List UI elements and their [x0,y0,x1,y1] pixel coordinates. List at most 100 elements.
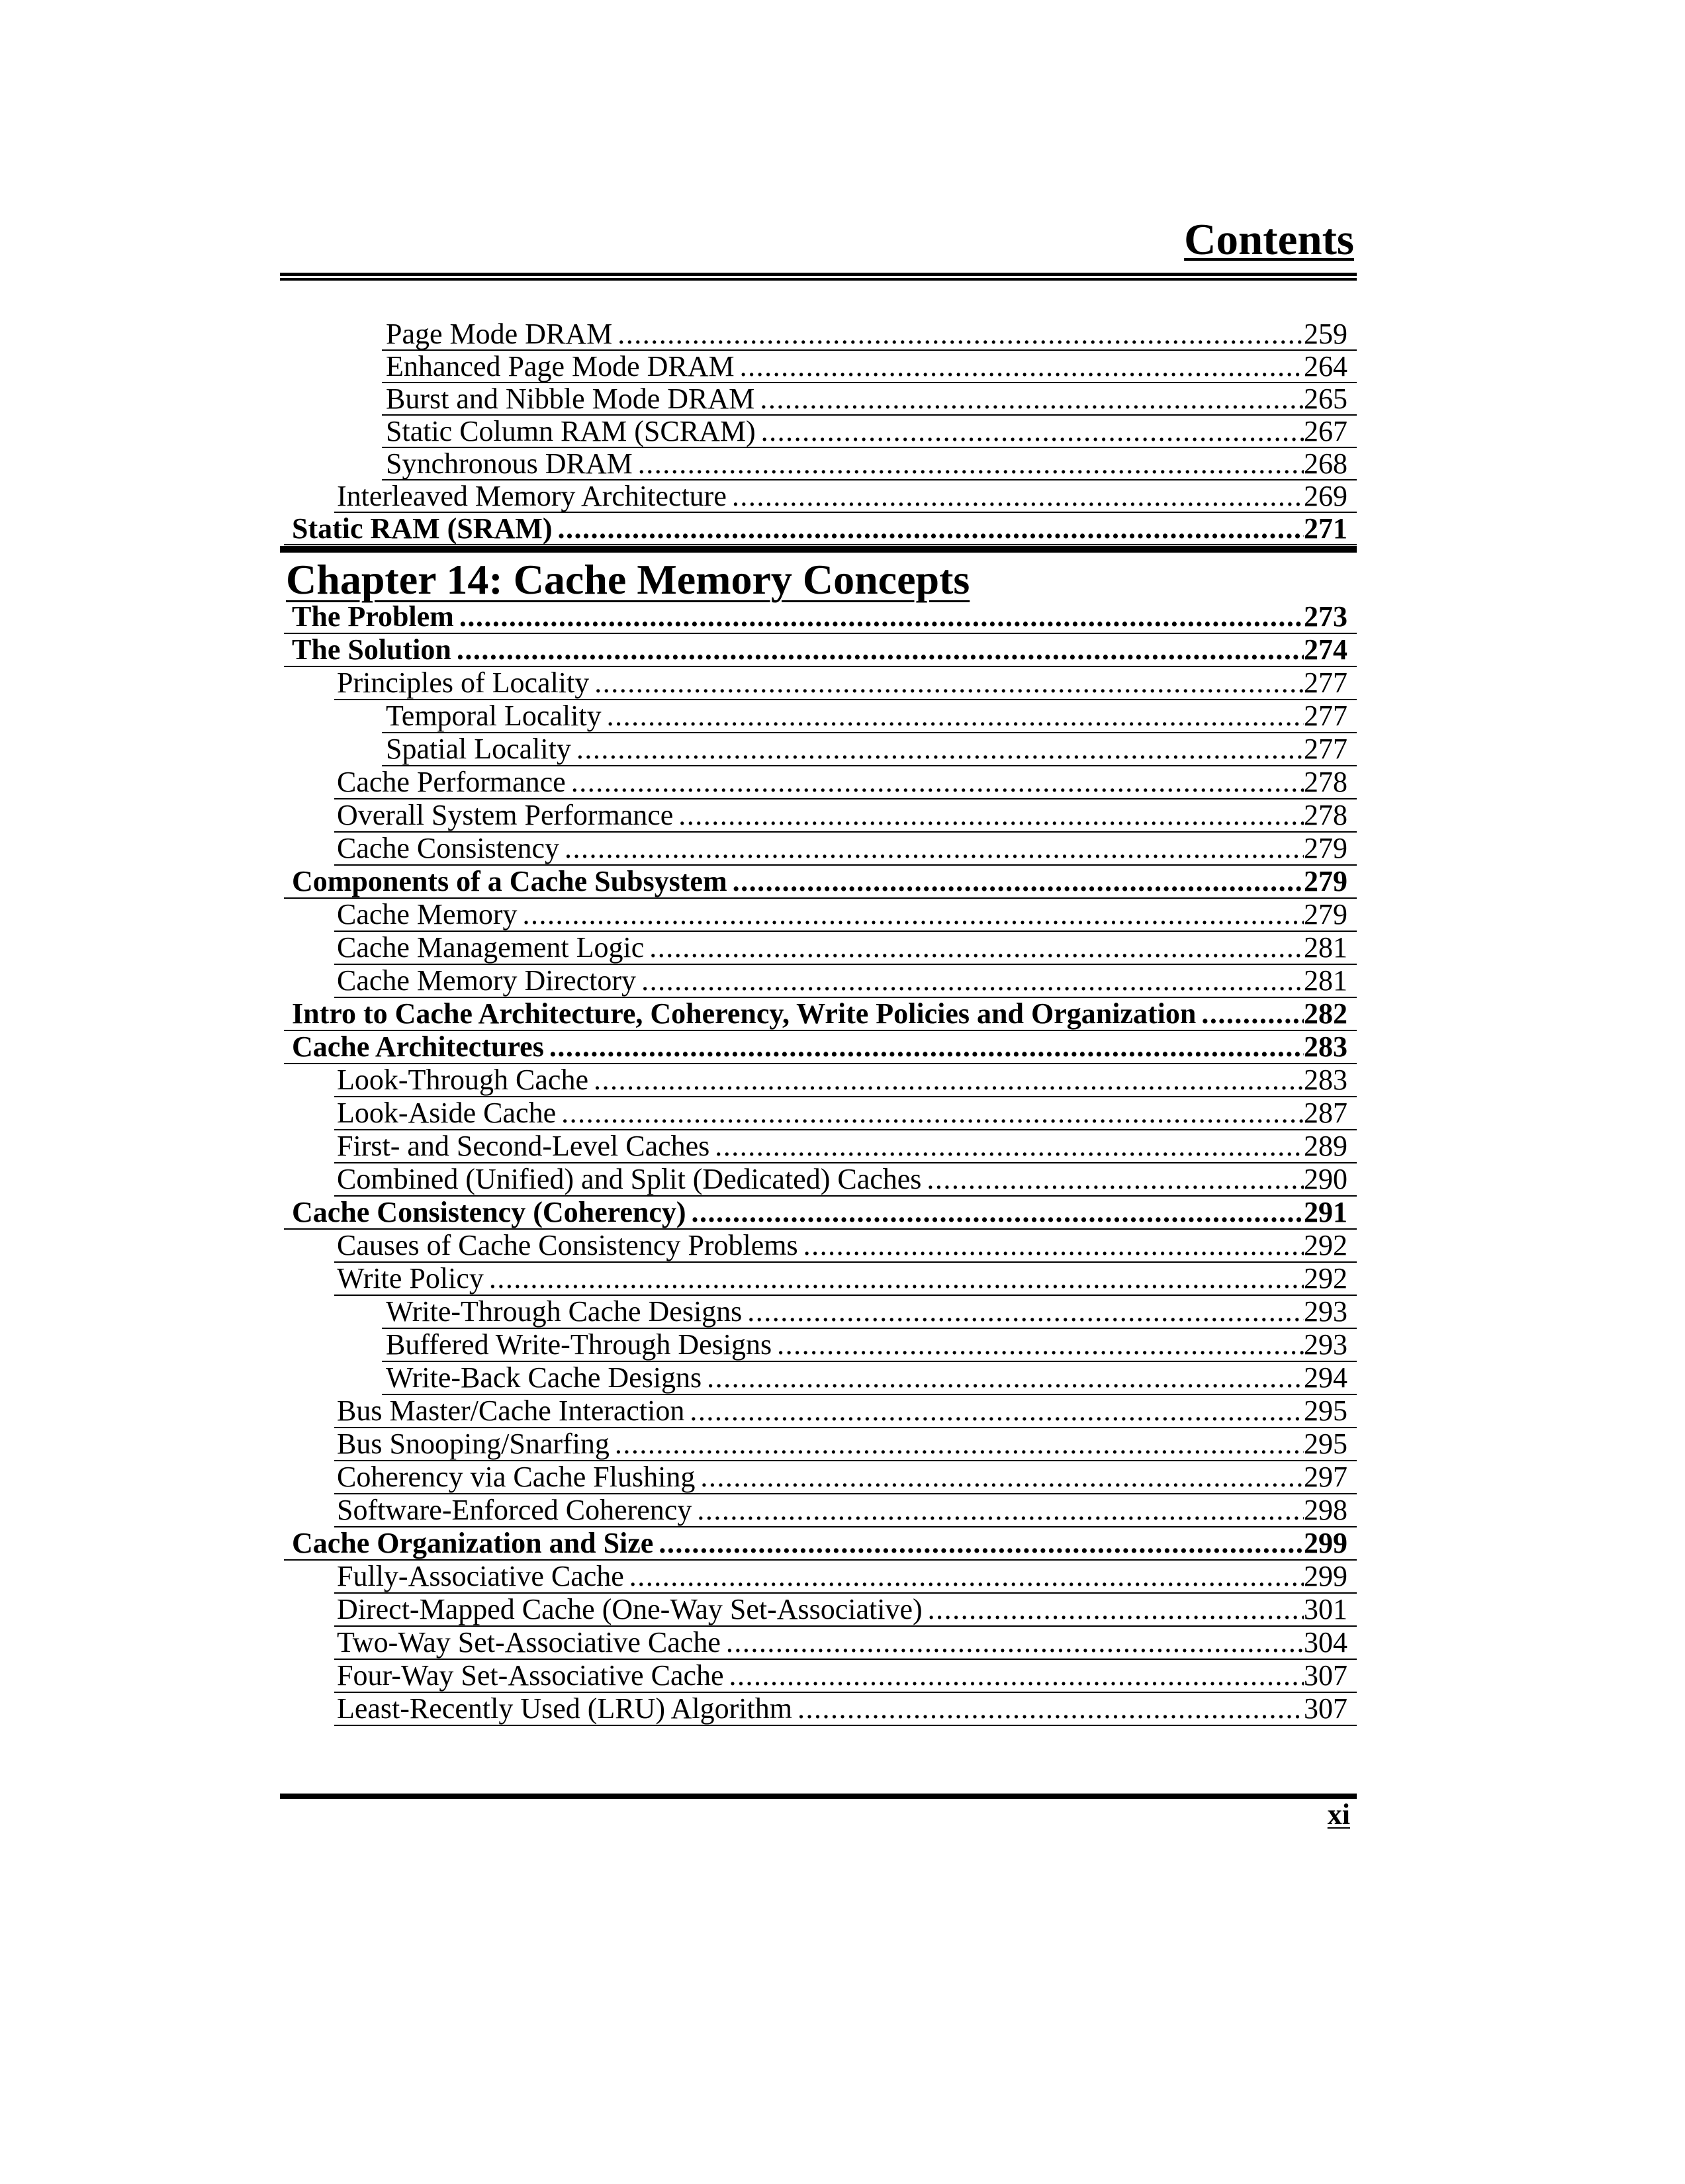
toc-page-number: 264 [1304,351,1347,383]
page-title: Contents [1184,215,1354,264]
toc-row[interactable]: Intro to Cache Architecture, Coherency, … [284,998,1357,1031]
toc-page-number: 283 [1304,1031,1347,1063]
toc-entry-title: Cache Memory [337,899,518,931]
toc-dot-leader: ........................................… [594,667,1304,699]
toc-page-number: 298 [1304,1494,1347,1526]
toc-page-number: 271 [1304,513,1347,545]
toc-dot-leader: ........................................… [732,866,1304,897]
toc-row[interactable]: Buffered Write-Through Designs..........… [382,1329,1357,1362]
toc-entry-title: Temporal Locality [386,700,602,732]
toc-page-number: 297 [1304,1461,1347,1493]
toc-row[interactable]: Cache Organization and Size.............… [284,1527,1357,1561]
toc-dot-leader: ........................................… [488,1263,1304,1295]
chapter-heading-link[interactable]: Chapter 14: Cache Memory Concepts [286,556,970,603]
toc-entry-title: Burst and Nibble Mode DRAM [386,383,755,415]
toc-row[interactable]: Temporal Locality.......................… [382,700,1357,733]
toc-entry-title: Look-Aside Cache [337,1097,557,1129]
toc-row[interactable]: The Problem.............................… [284,601,1357,634]
toc-page-number: 289 [1304,1130,1347,1162]
toc-entry-title: Least-Recently Used (LRU) Algorithm [337,1693,792,1725]
toc-entry-title: Overall System Performance [337,799,674,831]
toc-section-top: Page Mode DRAM..........................… [280,318,1357,545]
toc-row[interactable]: Bus Snooping/Snarfing...................… [334,1428,1357,1461]
toc-row[interactable]: Cache Management Logic..................… [334,932,1357,965]
toc-row[interactable]: Static Column RAM (SCRAM)...............… [382,416,1357,448]
toc-page-number: 301 [1304,1594,1347,1625]
toc-row[interactable]: Write Policy............................… [334,1263,1357,1296]
toc-page-number: 278 [1304,799,1347,831]
toc-row[interactable]: Cache Architectures.....................… [284,1031,1357,1064]
toc-dot-leader: ........................................… [707,1362,1304,1394]
toc-row[interactable]: Four-Way Set-Associative Cache..........… [334,1660,1357,1693]
toc-row[interactable]: Write-Back Cache Designs................… [382,1362,1357,1395]
toc-entry-title: Page Mode DRAM [386,318,613,350]
toc-row[interactable]: Enhanced Page Mode DRAM.................… [382,351,1357,383]
toc-dot-leader: ........................................… [731,480,1304,512]
toc-row[interactable]: Principles of Locality..................… [334,667,1357,700]
toc-dot-leader: ........................................… [927,1163,1304,1195]
toc-dot-leader: ........................................… [797,1693,1304,1725]
toc-dot-leader: ........................................… [700,1461,1304,1493]
toc-dot-leader: ........................................… [803,1230,1304,1261]
toc-page-number: 281 [1304,965,1347,997]
toc-page-number: 307 [1304,1660,1347,1692]
toc-row[interactable]: Look-Aside Cache........................… [334,1097,1357,1130]
section-divider-bar [280,546,1357,553]
toc-row[interactable]: Components of a Cache Subsystem.........… [284,866,1357,899]
toc-page-number: 283 [1304,1064,1347,1096]
toc-row[interactable]: Combined (Unified) and Split (Dedicated)… [334,1163,1357,1197]
toc-page-number: 287 [1304,1097,1347,1129]
toc-row[interactable]: Software-Enforced Coherency.............… [334,1494,1357,1527]
toc-row[interactable]: Spatial Locality........................… [382,733,1357,766]
toc-dot-leader: ........................................… [715,1130,1304,1162]
toc-dot-leader: ........................................… [570,766,1304,798]
toc-row[interactable]: Coherency via Cache Flushing............… [334,1461,1357,1494]
toc-row[interactable]: The Solution............................… [284,634,1357,667]
toc-row[interactable]: Interleaved Memory Architecture.........… [334,480,1357,513]
toc-dot-leader: ........................................… [557,513,1304,544]
toc-row[interactable]: Cache Memory Directory..................… [334,965,1357,998]
toc-row[interactable]: Synchronous DRAM........................… [382,448,1357,480]
toc-row[interactable]: Look-Through Cache......................… [334,1064,1357,1097]
toc-row[interactable]: Write-Through Cache Designs.............… [382,1296,1357,1329]
toc-row[interactable]: Overall System Performance..............… [334,799,1357,833]
toc-entry-title: Components of a Cache Subsystem [292,866,727,897]
toc-dot-leader: ........................................… [522,899,1304,931]
toc-section-chapter: The Problem.............................… [280,601,1357,1726]
toc-dot-leader: ........................................… [760,383,1304,414]
toc-entry-title: Interleaved Memory Architecture [337,480,727,512]
toc-row[interactable]: Cache Memory............................… [334,899,1357,932]
toc-page-number: 269 [1304,480,1347,512]
toc-dot-leader: ........................................… [678,799,1304,831]
toc-row[interactable]: Least-Recently Used (LRU) Algorithm.....… [334,1693,1357,1726]
toc-page-number: 274 [1304,634,1347,666]
toc-dot-leader: ........................................… [565,833,1304,864]
toc-page-number: 304 [1304,1627,1347,1659]
toc-row[interactable]: Cache Consistency (Coherency)...........… [284,1197,1357,1230]
toc-row[interactable]: Cache Performance.......................… [334,766,1357,799]
toc-entry-title: Buffered Write-Through Designs [386,1329,772,1361]
toc-row[interactable]: Page Mode DRAM..........................… [382,318,1357,351]
toc-dot-leader: ........................................… [649,932,1304,964]
footer-rule [280,1794,1357,1799]
toc-dot-leader: ........................................… [739,351,1304,382]
toc-entry-title: The Solution [292,634,451,666]
toc-page-number: 279 [1304,833,1347,864]
toc-page-number: 277 [1304,733,1347,765]
toc-row[interactable]: Two-Way Set-Associative Cache...........… [334,1627,1357,1660]
toc-row[interactable]: Static RAM (SRAM).......................… [284,513,1357,545]
toc-row[interactable]: Cache Consistency.......................… [334,833,1357,866]
toc-dot-leader: ........................................… [594,1064,1304,1096]
toc-row[interactable]: Direct-Mapped Cache (One-Way Set-Associa… [334,1594,1357,1627]
toc-page-number: 299 [1304,1527,1347,1559]
toc-entry-title: Fully-Associative Cache [337,1561,624,1592]
toc-row[interactable]: Fully-Associative Cache.................… [334,1561,1357,1594]
toc-row[interactable]: Causes of Cache Consistency Problems....… [334,1230,1357,1263]
toc-row[interactable]: Burst and Nibble Mode DRAM..............… [382,383,1357,416]
toc-entry-title: Combined (Unified) and Split (Dedicated)… [337,1163,922,1195]
toc-row[interactable]: First- and Second-Level Caches..........… [334,1130,1357,1163]
toc-row[interactable]: Bus Master/Cache Interaction............… [334,1395,1357,1428]
toc-page-number: 295 [1304,1428,1347,1460]
toc-entry-title: Write-Through Cache Designs [386,1296,743,1328]
toc-page-number: 281 [1304,932,1347,964]
